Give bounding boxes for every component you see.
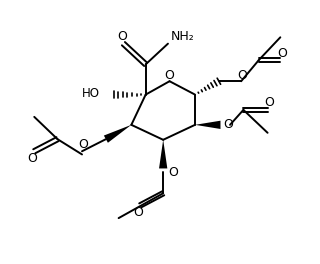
Text: O: O [223, 118, 233, 131]
Text: HO: HO [82, 87, 100, 100]
Polygon shape [159, 140, 167, 168]
Text: NH₂: NH₂ [171, 30, 195, 43]
Text: O: O [78, 138, 88, 151]
Text: O: O [28, 152, 37, 165]
Text: O: O [133, 206, 143, 219]
Polygon shape [195, 121, 220, 129]
Text: O: O [265, 96, 275, 109]
Text: O: O [277, 47, 287, 60]
Text: O: O [117, 30, 127, 43]
Text: O: O [237, 69, 247, 82]
Polygon shape [104, 125, 131, 143]
Text: O: O [164, 69, 174, 82]
Text: O: O [168, 166, 178, 179]
